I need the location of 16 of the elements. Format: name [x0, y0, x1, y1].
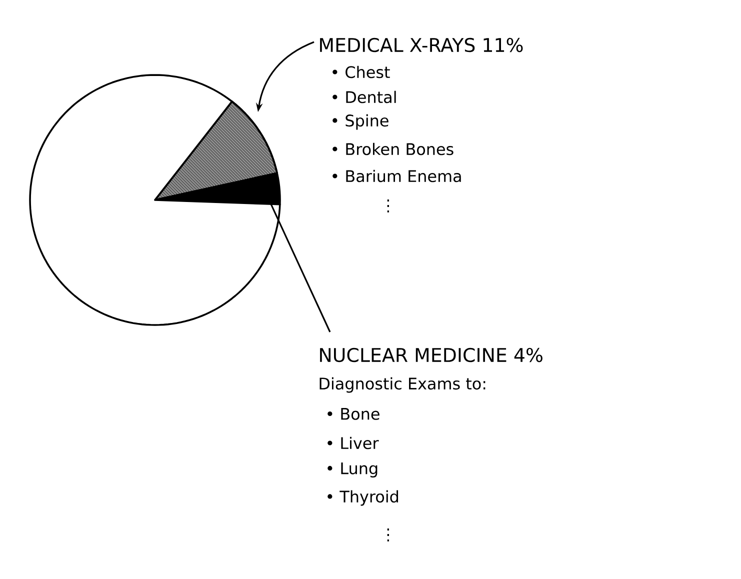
data-label: 4%: [514, 348, 542, 362]
text: • Chest: [332, 66, 390, 78]
text: • Bone: [328, 408, 380, 420]
slice-label: MEDICAL X-RAYS: [320, 38, 475, 52]
text: ⋮: [387, 200, 389, 212]
data-label: 11%: [484, 38, 523, 52]
text: • Barium Enema: [332, 170, 461, 182]
text: • Thyroid: [328, 490, 398, 506]
text: ⋮: [387, 528, 389, 542]
text: • Dental: [332, 90, 396, 104]
text: Diagnostic Exams to:: [320, 377, 486, 393]
text: • Lung: [328, 462, 378, 478]
text: • Broken Bones: [332, 142, 454, 156]
text: • Spine: [332, 114, 388, 130]
slice-label: NUCLEAR MEDICINE: [320, 348, 506, 362]
text: • Liver: [328, 436, 379, 450]
